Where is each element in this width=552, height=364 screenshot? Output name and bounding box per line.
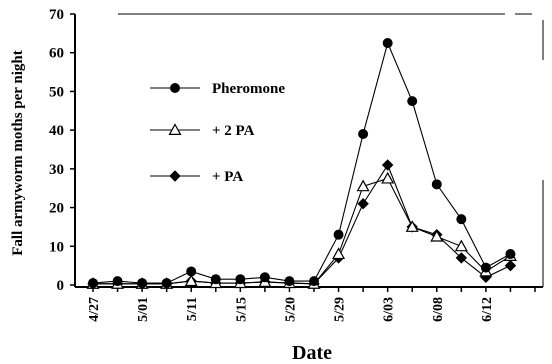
x-axis-title: Date [292,342,332,364]
data-point [235,274,246,285]
x-tick-label: 5/20 [283,297,298,322]
data-point [210,274,221,285]
series-3 [87,159,517,290]
data-point [407,96,418,107]
y-tick-label: 50 [49,84,64,100]
x-tick-label: 5/29 [333,297,348,322]
data-point [431,179,442,190]
series-line [92,41,511,284]
data-point [456,214,467,225]
legend-entry: + 2 PA [150,123,255,139]
y-tick-label: 20 [49,201,64,217]
data-point [455,252,468,264]
data-point [480,262,491,273]
data-point [137,278,148,289]
y-tick-label: 60 [49,46,64,62]
x-tick-label: 5/01 [136,297,151,322]
data-point [504,259,517,272]
data-point [505,249,516,260]
data-point [454,239,468,252]
data-point [88,278,98,289]
legend-entry: Pheromone [150,81,285,97]
legend: Pheromone + 2 PA + PA [150,81,285,185]
data-point [161,278,172,289]
series-line [93,177,511,285]
data-point [112,276,123,287]
data-point [259,272,270,283]
data-point [333,229,344,240]
x-tick-label: 6/12 [480,297,495,322]
series-2 [86,171,517,289]
legend-label: + PA [212,169,243,185]
data-point [381,171,395,184]
data-point [184,274,198,287]
y-tick-label: 30 [49,162,64,178]
y-tick-label: 0 [57,278,65,294]
data-point [358,129,369,140]
data-point [309,276,319,287]
data-point [381,159,394,171]
data-point [356,179,370,192]
x-tick-label: 5/11 [185,297,200,321]
x-tick-label: 5/15 [234,297,249,322]
x-ticks: 4/27 5/01 5/11 5/15 5/20 5/29 6/03 6/08 6/12 [87,287,536,322]
legend-label: Pheromone [212,81,285,97]
x-tick-label: 6/03 [382,297,397,322]
series-1 [88,38,516,289]
legend-marker [168,123,182,135]
data-point [430,229,444,242]
data-point [186,266,197,277]
x-tick-label: 4/27 [87,297,102,322]
legend-marker [170,83,180,93]
data-point [284,276,295,287]
y-tick-label: 40 [49,123,64,139]
data-point [357,197,369,210]
series-line [93,163,511,285]
x-tick-label: 6/08 [431,297,446,322]
legend-label: + 2 PA [212,123,255,139]
y-ticks: 0 10 20 30 40 50 60 70 [49,7,75,294]
legend-marker [169,170,181,182]
y-axis-title: Fall armyworm moths per night [10,50,26,256]
y-tick-label: 10 [49,239,64,255]
legend-entry: + PA [150,169,243,185]
y-tick-label: 70 [49,7,64,23]
data-point [332,247,346,260]
data-point [382,38,393,49]
series-layer [86,38,517,290]
data-point [405,220,419,232]
